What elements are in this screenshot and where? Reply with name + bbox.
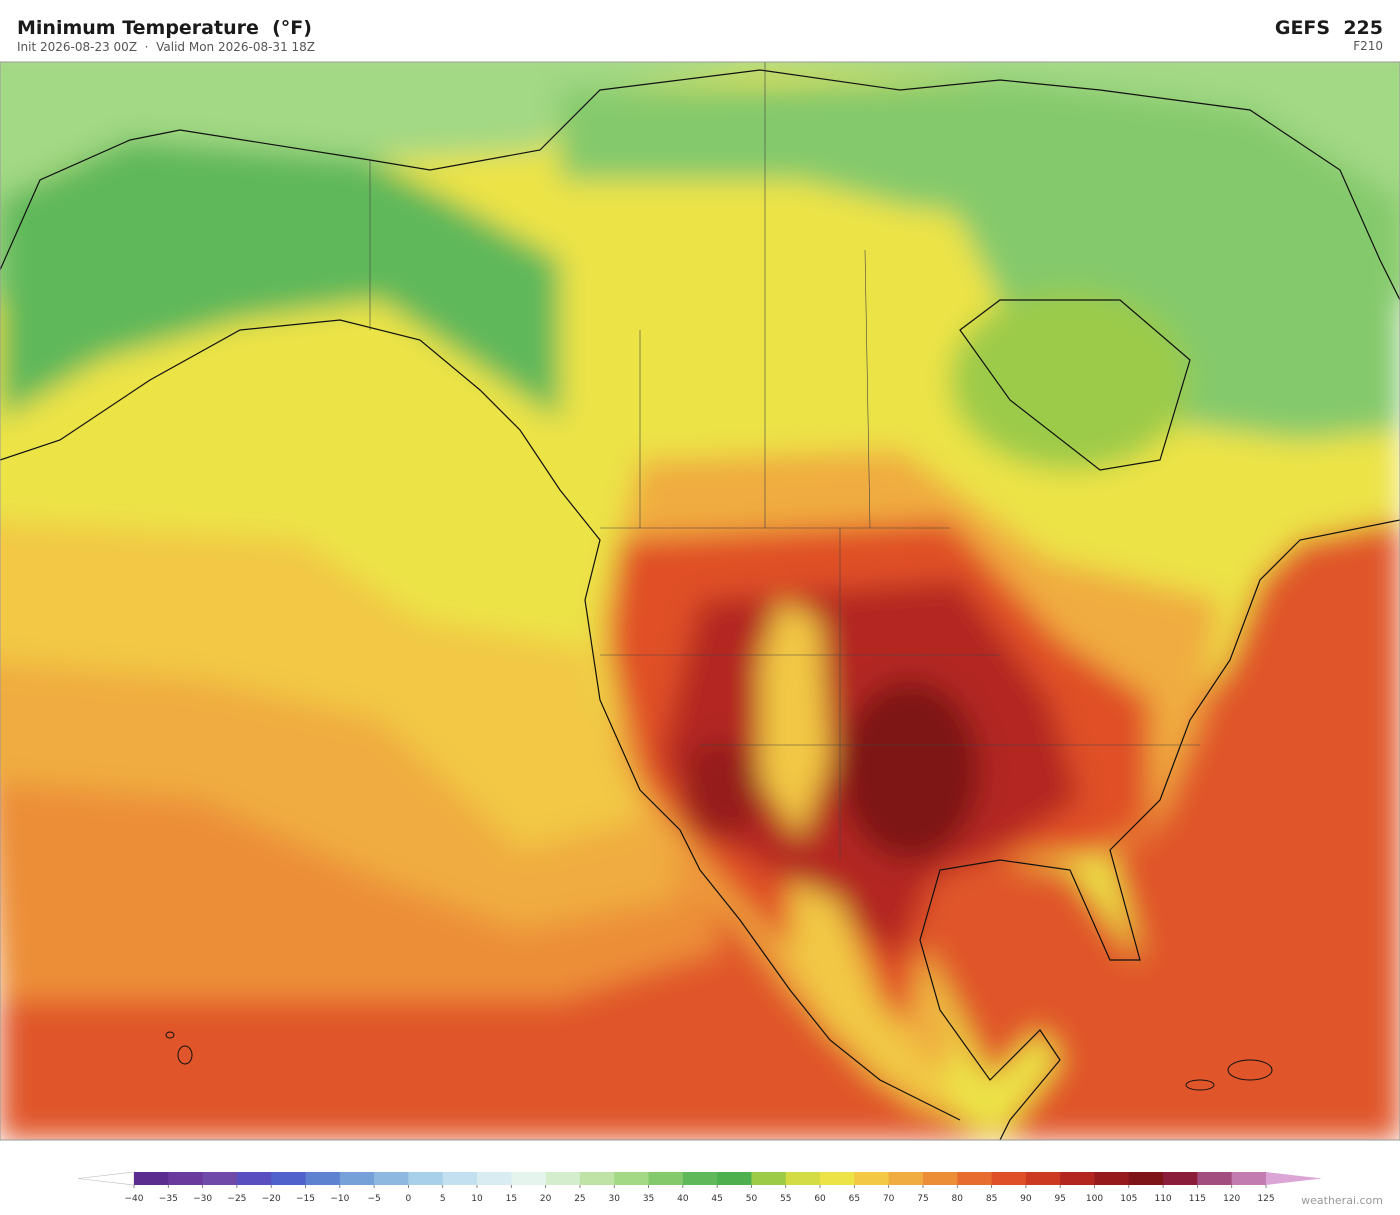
map — [0, 62, 1400, 1140]
colorbar-tick-label: 65 — [849, 1194, 860, 1204]
colorbar-segment — [1060, 1172, 1095, 1185]
borders — [369, 62, 1200, 860]
colorbar-tick-label: 45 — [711, 1194, 722, 1204]
colorbar-tick-label: 110 — [1154, 1194, 1171, 1204]
colorbar-segment — [820, 1172, 855, 1185]
colorbar-segment — [511, 1172, 547, 1185]
colorbar-tick-label: 70 — [883, 1194, 895, 1204]
colorbar-tick-label: 95 — [1054, 1194, 1065, 1204]
colorbar-tick-label: 10 — [471, 1194, 483, 1204]
colorbar-tick-label: 20 — [540, 1194, 552, 1204]
colorbar-segment — [202, 1172, 238, 1185]
colorbar-segment — [648, 1172, 684, 1185]
colorbar-segment — [305, 1172, 341, 1185]
colorbar-tick-label: 15 — [506, 1194, 517, 1204]
forecast-hour: F210 — [1353, 39, 1383, 53]
colorbar-segment — [854, 1172, 890, 1185]
colorbar-tick-label: 75 — [917, 1194, 928, 1204]
colorbar-segment — [751, 1172, 787, 1185]
colorbar-tick-label: 115 — [1189, 1194, 1206, 1204]
colorbar-segment — [717, 1172, 752, 1185]
colorbar-tick-label: 5 — [440, 1194, 446, 1204]
colorbar-segment — [477, 1172, 512, 1185]
colorbar-segment — [168, 1172, 204, 1185]
colorbar-tick-label: 40 — [677, 1194, 689, 1204]
colorbar-segment — [236, 1172, 272, 1185]
colorbar-segment — [1128, 1172, 1164, 1185]
colorbar-tick-label: 55 — [780, 1194, 791, 1204]
model-label: GEFS 225 — [1275, 17, 1383, 39]
colorbar-segment — [1163, 1172, 1198, 1185]
colorbar-tick-label: 30 — [609, 1194, 621, 1204]
colorbar-segment — [957, 1172, 993, 1185]
map-frame — [0, 61, 1400, 1141]
colorbar-segment — [1025, 1172, 1061, 1185]
colorbar-tick-label: 60 — [814, 1194, 826, 1204]
colorbar-tick-label: 120 — [1223, 1194, 1240, 1204]
colorbar-tick-label: 100 — [1086, 1194, 1103, 1204]
colorbar-tick-label: 80 — [952, 1194, 964, 1204]
colorbar-segment — [682, 1172, 718, 1185]
credit: weatherai.com — [1301, 1194, 1383, 1207]
colorbar-tick-label: 25 — [574, 1194, 585, 1204]
colorbar-tick-label: −5 — [367, 1194, 380, 1204]
colorbar-tick-label: 50 — [746, 1194, 758, 1204]
colorbar-segment — [785, 1172, 821, 1185]
colorbar-segment — [408, 1172, 444, 1185]
colorbar-tick-label: 125 — [1257, 1194, 1274, 1204]
colorbar-segment — [339, 1172, 375, 1185]
colorbar-segment — [888, 1172, 924, 1185]
colorbar-segment — [1231, 1172, 1267, 1185]
colorbar-over — [1266, 1172, 1322, 1185]
colorbar-tick-label: 85 — [986, 1194, 997, 1204]
colorbar-segment — [442, 1172, 478, 1185]
colorbar-segment — [271, 1172, 307, 1185]
colorbar-tick-label: −40 — [125, 1194, 144, 1204]
colorbar-tick-label: −25 — [227, 1194, 246, 1204]
colorbar-segment — [579, 1172, 615, 1185]
colorbar-tick-label: −35 — [159, 1194, 178, 1204]
colorbar-tick-label: −10 — [330, 1194, 349, 1204]
colorbar-segment — [374, 1172, 409, 1185]
colorbar-tick-label: −30 — [193, 1194, 212, 1204]
subtitle: Init 2026-08-23 00Z · Valid Mon 2026-08-… — [17, 40, 315, 54]
colorbar-segment — [1197, 1172, 1233, 1185]
colorbar-tick-label: 35 — [643, 1194, 654, 1204]
colorbar-tick-label: 0 — [406, 1194, 412, 1204]
colorbar-segment — [991, 1172, 1027, 1185]
colorbar: −40 −35 −30 −25 −20 −15 −10 −5 0 5 10 15 20 25 30 35 40 4… — [77, 1171, 1322, 1204]
colorbar-tick-label: 105 — [1120, 1194, 1137, 1204]
title: Minimum Temperature (°F) — [17, 17, 312, 39]
colorbar-segment — [134, 1172, 169, 1185]
colorbar-segment — [545, 1172, 581, 1185]
colorbar-tick-label: −20 — [262, 1194, 281, 1204]
colorbar-tick-label: 90 — [1020, 1194, 1032, 1204]
coastline — [0, 69, 1400, 1140]
colorbar-segment — [614, 1172, 650, 1185]
colorbar-segment — [1094, 1172, 1130, 1185]
colorbar-segment — [922, 1172, 958, 1185]
colorbar-tick-label: −15 — [296, 1194, 315, 1204]
